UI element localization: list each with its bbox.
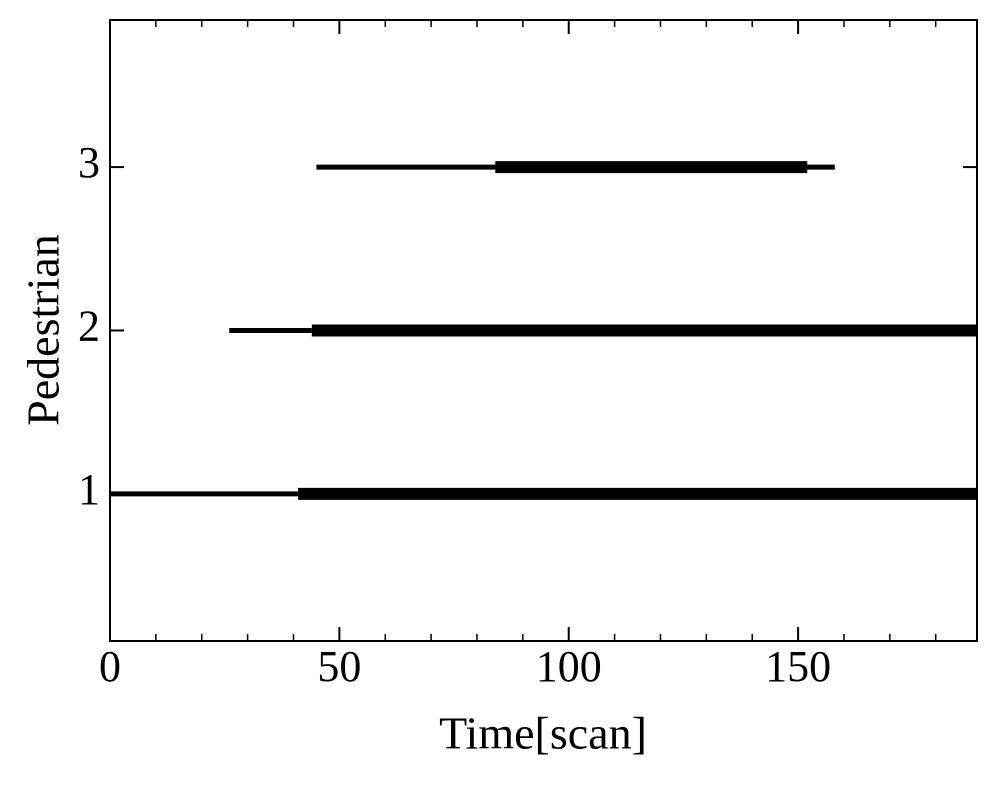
- y-axis-label: Pedestrian: [18, 234, 69, 426]
- x-axis-label: Time[scan]: [439, 708, 647, 759]
- x-tick-label: 150: [765, 642, 831, 691]
- y-tick-label: 2: [78, 302, 100, 351]
- y-tick-label: 1: [78, 465, 100, 514]
- x-tick-label: 100: [536, 642, 602, 691]
- x-tick-label: 0: [99, 642, 121, 691]
- y-tick-label: 3: [78, 138, 100, 187]
- x-tick-label: 50: [317, 642, 361, 691]
